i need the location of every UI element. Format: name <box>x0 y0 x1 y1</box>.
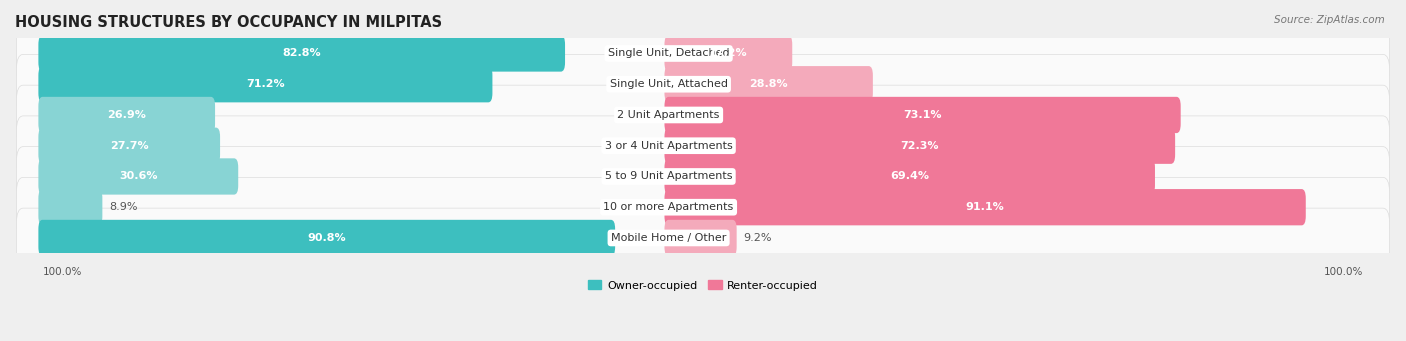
Text: 5 to 9 Unit Apartments: 5 to 9 Unit Apartments <box>605 172 733 181</box>
Text: 17.2%: 17.2% <box>709 48 748 59</box>
Text: 27.7%: 27.7% <box>110 141 149 151</box>
FancyBboxPatch shape <box>665 189 1306 225</box>
Text: 69.4%: 69.4% <box>890 172 929 181</box>
FancyBboxPatch shape <box>665 66 873 102</box>
FancyBboxPatch shape <box>38 128 221 164</box>
Text: Source: ZipAtlas.com: Source: ZipAtlas.com <box>1274 15 1385 25</box>
FancyBboxPatch shape <box>38 35 565 72</box>
Text: 10 or more Apartments: 10 or more Apartments <box>603 202 734 212</box>
Text: 26.9%: 26.9% <box>107 110 146 120</box>
FancyBboxPatch shape <box>665 97 1181 133</box>
FancyBboxPatch shape <box>38 220 616 256</box>
Text: Mobile Home / Other: Mobile Home / Other <box>612 233 727 243</box>
FancyBboxPatch shape <box>17 147 1389 206</box>
Text: 100.0%: 100.0% <box>1324 267 1364 277</box>
Text: 28.8%: 28.8% <box>749 79 787 89</box>
FancyBboxPatch shape <box>38 97 215 133</box>
Text: 9.2%: 9.2% <box>744 233 772 243</box>
FancyBboxPatch shape <box>17 55 1389 114</box>
Text: Single Unit, Detached: Single Unit, Detached <box>607 48 730 59</box>
Text: Single Unit, Attached: Single Unit, Attached <box>610 79 727 89</box>
FancyBboxPatch shape <box>38 66 492 102</box>
Text: HOUSING STRUCTURES BY OCCUPANCY IN MILPITAS: HOUSING STRUCTURES BY OCCUPANCY IN MILPI… <box>15 15 441 30</box>
FancyBboxPatch shape <box>665 128 1175 164</box>
Text: 91.1%: 91.1% <box>966 202 1004 212</box>
Text: 82.8%: 82.8% <box>283 48 321 59</box>
Text: 2 Unit Apartments: 2 Unit Apartments <box>617 110 720 120</box>
FancyBboxPatch shape <box>665 158 1154 195</box>
FancyBboxPatch shape <box>38 189 103 225</box>
Text: 90.8%: 90.8% <box>308 233 346 243</box>
Text: 73.1%: 73.1% <box>903 110 942 120</box>
FancyBboxPatch shape <box>17 177 1389 237</box>
Text: 3 or 4 Unit Apartments: 3 or 4 Unit Apartments <box>605 141 733 151</box>
FancyBboxPatch shape <box>17 116 1389 176</box>
Text: 8.9%: 8.9% <box>110 202 138 212</box>
FancyBboxPatch shape <box>665 35 792 72</box>
FancyBboxPatch shape <box>38 158 238 195</box>
FancyBboxPatch shape <box>17 208 1389 268</box>
Text: 30.6%: 30.6% <box>120 172 157 181</box>
FancyBboxPatch shape <box>665 220 737 256</box>
Text: 71.2%: 71.2% <box>246 79 285 89</box>
Legend: Owner-occupied, Renter-occupied: Owner-occupied, Renter-occupied <box>583 276 823 295</box>
Text: 72.3%: 72.3% <box>901 141 939 151</box>
FancyBboxPatch shape <box>17 24 1389 83</box>
FancyBboxPatch shape <box>17 85 1389 145</box>
Text: 100.0%: 100.0% <box>42 267 82 277</box>
